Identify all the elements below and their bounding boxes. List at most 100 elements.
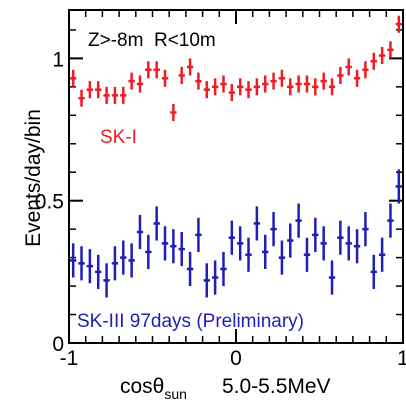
y-axis-title: Events/day/bin [22,109,45,247]
data-point [195,217,202,252]
data-point [270,72,277,90]
x-tick-label: 1 [397,347,406,370]
selection-cut-label: Z>-8m R<10m [88,30,216,51]
series-label-sk1: SK-I [100,127,137,148]
data-point [303,237,311,272]
series-sk1 [70,15,402,121]
data-point [395,169,402,204]
data-point [120,240,127,275]
data-point [136,75,144,93]
data-point [395,15,402,33]
x-axis-title-energy: 5.0-5.5MeV [222,375,331,398]
data-point [228,220,235,255]
data-point [70,69,77,87]
data-point [328,78,336,96]
data-point [237,78,244,96]
data-point [203,263,210,298]
data-point [362,212,369,247]
data-point [186,58,194,76]
data-point [186,251,194,287]
x-axis-title-subscript: sun [164,386,187,402]
data-point [378,237,386,272]
x-axis-title-prefix: cosθ [120,375,164,398]
data-point [178,66,185,84]
x-axis-title: cosθsun 5.0-5.5MeV [120,375,331,402]
data-point [111,246,119,281]
data-point [228,84,235,102]
data-point [295,75,302,93]
y-tick-label: 0 [52,333,64,356]
data-point [211,78,219,96]
data-point [103,86,110,104]
data-point [303,75,311,93]
data-point [345,58,352,76]
data-point [353,69,361,87]
data-point [262,75,269,93]
data-point [337,66,344,84]
data-point [362,61,369,79]
data-point [153,61,160,79]
data-point [145,61,152,79]
series-label-sk3: SK-III 97days (Preliminary) [77,311,304,332]
data-point [337,220,344,255]
data-point [287,223,294,258]
data-point [95,254,102,289]
data-point [370,52,377,70]
data-point [312,217,319,252]
data-point [387,41,394,59]
data-point [287,78,294,96]
data-point [312,78,319,96]
data-point [136,214,144,250]
data-point [378,47,386,65]
data-point [78,89,85,107]
data-point [161,69,169,87]
data-point [128,243,135,278]
data-point [195,72,202,90]
data-point [220,75,227,93]
data-point [178,232,185,267]
data-point [128,72,135,90]
data-point [278,69,286,87]
plot-frame [68,9,404,344]
data-point [253,78,261,96]
data-point [237,226,244,261]
data-point [161,226,169,261]
x-tick-label: 0 [230,347,242,370]
data-point [170,103,177,121]
data-point [262,234,269,269]
data-point [345,226,352,261]
axis-ticks [68,10,404,344]
data-point [203,81,210,99]
data-point [370,254,377,289]
data-point [120,86,127,104]
data-point [86,81,94,99]
data-point [95,81,102,99]
series-sk3 [70,169,402,298]
data-point [145,234,152,269]
data-point [103,263,110,298]
data-point [170,229,177,264]
data-point [70,243,77,278]
data-point [387,203,394,238]
data-point [320,72,327,90]
data-point [245,81,252,99]
data-point [328,260,336,295]
data-point [278,240,286,275]
data-point [111,86,119,104]
x-tick-label: -1 [60,347,79,370]
data-point [220,251,227,287]
data-point [295,203,302,238]
data-point [211,260,219,295]
y-tick-label: 0.5 [35,191,64,214]
data-point [245,237,252,272]
tick-labels: 00.51-1 0 1 [35,48,406,370]
data-point [253,206,261,241]
data-point [78,246,85,281]
y-tick-label: 1 [52,48,64,71]
data-point [320,226,327,261]
data-point [353,229,361,264]
data-point [153,206,160,241]
data-point [270,212,277,247]
data-point [86,249,94,284]
